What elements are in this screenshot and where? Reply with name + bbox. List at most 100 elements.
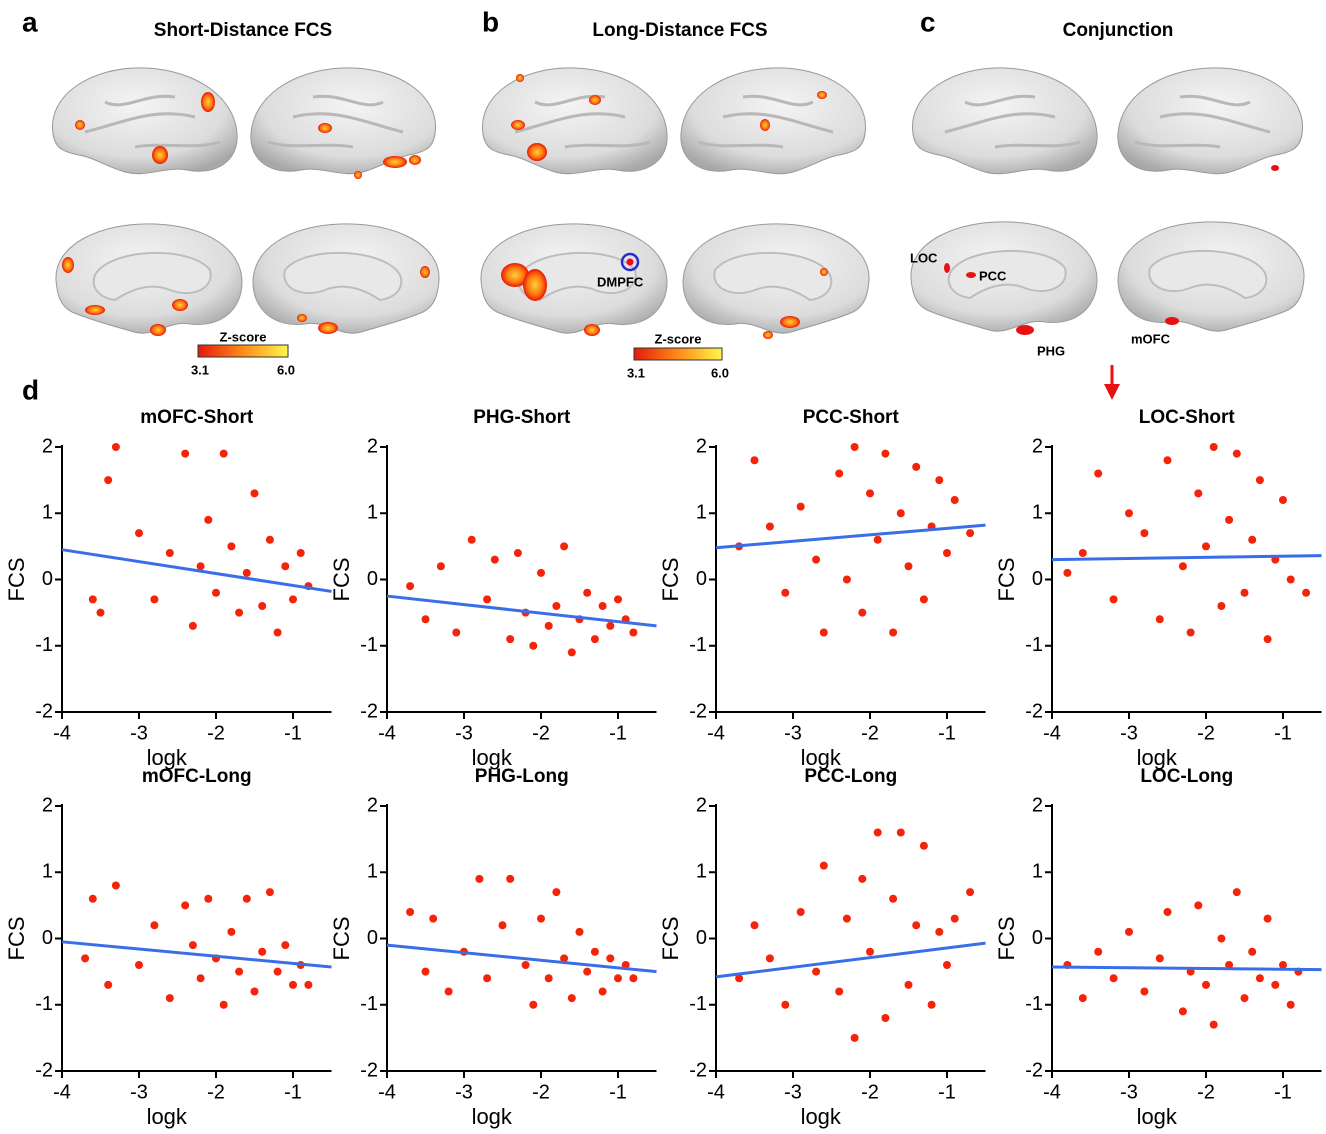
point	[135, 961, 143, 969]
point	[820, 862, 828, 870]
point	[506, 635, 514, 643]
point	[468, 536, 476, 544]
point	[189, 941, 197, 949]
point	[1094, 948, 1102, 956]
point	[629, 629, 637, 637]
x-tick-label: -1	[609, 722, 627, 744]
point	[843, 915, 851, 923]
y-tick-label: 0	[367, 568, 378, 590]
x-tick-label: -2	[207, 1081, 225, 1103]
point	[522, 961, 530, 969]
fit-line	[1052, 556, 1322, 560]
point	[1248, 536, 1256, 544]
point	[235, 609, 243, 617]
point	[591, 635, 599, 643]
point	[812, 968, 820, 976]
point	[928, 1001, 936, 1009]
point	[1279, 496, 1287, 504]
point	[820, 629, 828, 637]
point	[751, 456, 759, 464]
y-tick-label: 2	[696, 794, 707, 816]
x-tick-label: -2	[207, 722, 225, 744]
point	[266, 536, 274, 544]
point	[437, 562, 445, 570]
point	[1241, 589, 1249, 597]
point	[881, 1014, 889, 1022]
point	[1217, 602, 1225, 610]
point	[614, 974, 622, 982]
point	[1287, 1001, 1295, 1009]
y-axis-label: FCS	[329, 917, 354, 961]
x-tick-label: -3	[130, 1081, 148, 1103]
point	[197, 974, 205, 982]
y-tick-label: 2	[1032, 435, 1043, 457]
point	[920, 595, 928, 603]
point	[1287, 576, 1295, 584]
brain-panels	[52, 68, 1304, 400]
x-tick-label: -1	[284, 1081, 302, 1103]
point	[1187, 629, 1195, 637]
point	[1256, 974, 1264, 982]
panel-letter: d	[22, 374, 39, 405]
point	[227, 542, 235, 550]
point	[1264, 635, 1272, 643]
point	[1302, 589, 1310, 597]
point	[951, 915, 959, 923]
x-axis-label: logk	[801, 1104, 842, 1129]
colorbar-title: Z-score	[655, 331, 702, 346]
x-tick-label: -3	[455, 722, 473, 744]
point	[912, 921, 920, 929]
point	[1264, 915, 1272, 923]
point	[235, 968, 243, 976]
point	[851, 443, 859, 451]
x-tick-label: -4	[53, 722, 71, 744]
point	[766, 523, 774, 531]
point	[89, 595, 97, 603]
y-tick-label: 0	[1032, 927, 1043, 949]
y-axis-label: FCS	[658, 917, 683, 961]
y-tick-label: -1	[689, 993, 707, 1015]
point	[1202, 981, 1210, 989]
x-tick-label: -1	[609, 1081, 627, 1103]
point	[406, 582, 414, 590]
y-axis-label: FCS	[4, 558, 29, 602]
point	[1125, 928, 1133, 936]
x-tick-label: -1	[938, 722, 956, 744]
y-tick-label: -1	[35, 634, 53, 656]
x-tick-label: -1	[1274, 722, 1292, 744]
point	[1225, 516, 1233, 524]
point	[1233, 888, 1241, 896]
point	[1156, 615, 1164, 623]
point	[514, 549, 522, 557]
point	[966, 529, 974, 537]
point	[1079, 994, 1087, 1002]
x-axis-label: logk	[1137, 1104, 1178, 1129]
y-tick-label: -2	[360, 700, 378, 722]
point	[537, 915, 545, 923]
x-tick-label: -3	[784, 722, 802, 744]
point	[545, 622, 553, 630]
y-tick-label: -2	[1025, 1059, 1043, 1081]
point	[529, 1001, 537, 1009]
x-tick-label: -4	[1043, 1081, 1061, 1103]
region-label: mOFC	[1131, 331, 1171, 346]
y-axis-label: FCS	[994, 917, 1019, 961]
point	[560, 542, 568, 550]
point	[935, 928, 943, 936]
x-tick-label: -4	[53, 1081, 71, 1103]
point	[606, 622, 614, 630]
point	[943, 961, 951, 969]
point	[258, 602, 266, 610]
x-tick-label: -4	[707, 722, 725, 744]
point	[112, 882, 120, 890]
y-tick-label: -2	[689, 1059, 707, 1081]
x-tick-label: -2	[861, 722, 879, 744]
y-tick-label: 0	[696, 927, 707, 949]
point	[289, 981, 297, 989]
y-tick-label: 0	[1032, 568, 1043, 590]
region-label: PCC	[979, 268, 1007, 283]
y-tick-label: 0	[42, 568, 53, 590]
chart-title: mOFC-Long	[142, 766, 252, 787]
x-tick-label: -1	[938, 1081, 956, 1103]
point	[1164, 456, 1172, 464]
